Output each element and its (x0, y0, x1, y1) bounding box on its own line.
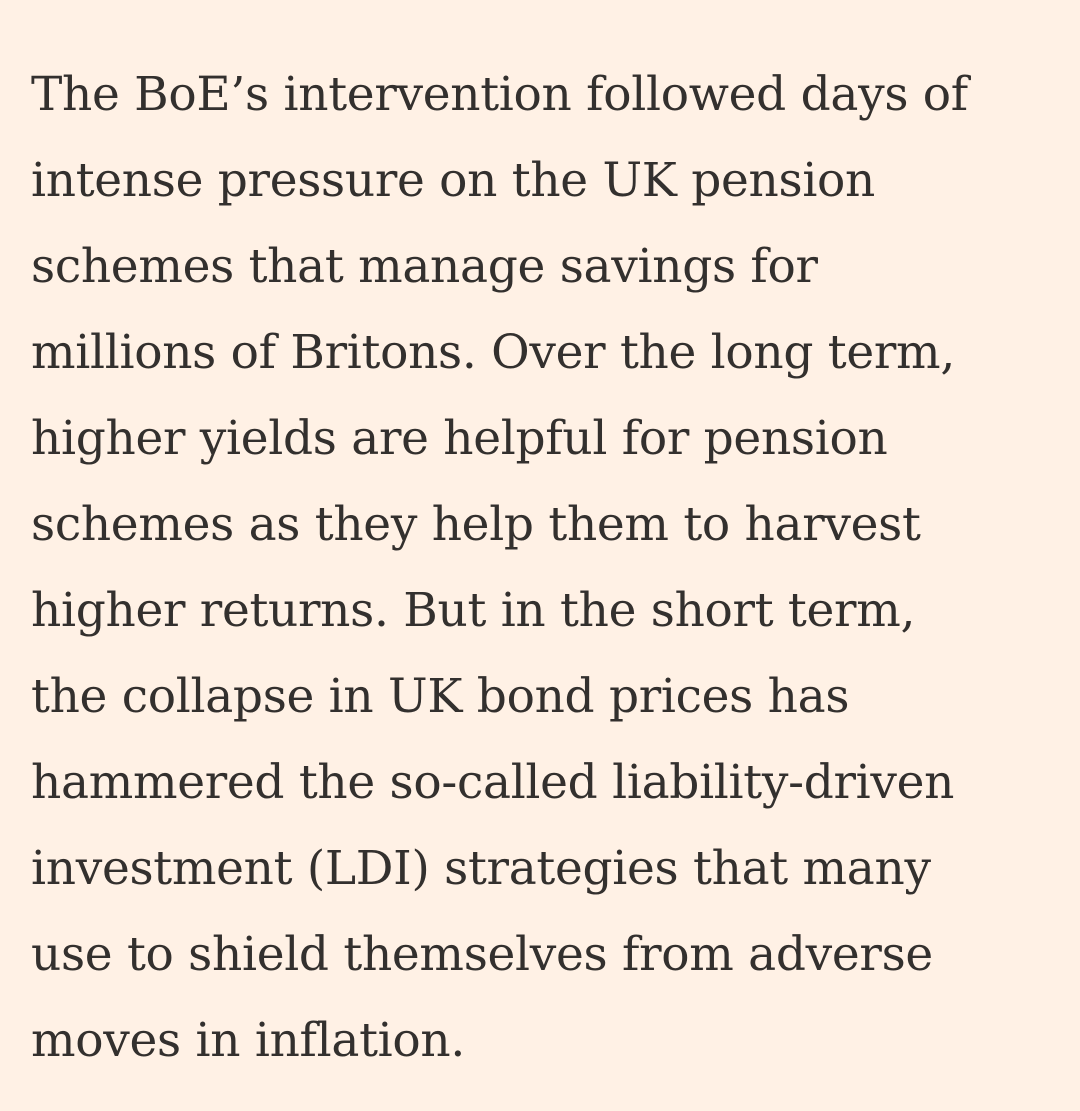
paragraph-line: schemes as they help them to harvest (31, 497, 921, 552)
paragraph-line: the collapse in UK bond prices has (31, 669, 850, 724)
paragraph-line: millions of Britons. Over the long term, (31, 325, 955, 380)
paragraph-line: higher yields are helpful for pension (31, 411, 888, 466)
paragraph-line: moves in inflation. (31, 1013, 466, 1068)
paragraph-line: higher returns. But in the short term, (31, 583, 916, 638)
paragraph-line: intense pressure on the UK pension (31, 153, 876, 208)
paragraph-line: hammered the so-called liability-driven (31, 755, 955, 810)
paragraph-line: The BoE’s intervention followed days of (31, 67, 968, 122)
paragraph-line: schemes that manage savings for (31, 239, 818, 294)
paragraph-line: use to shield themselves from adverse (31, 927, 933, 982)
article-paragraph: The BoE’s intervention followed days of … (31, 52, 1080, 1084)
paragraph-line: investment (LDI) strategies that many (31, 841, 931, 896)
